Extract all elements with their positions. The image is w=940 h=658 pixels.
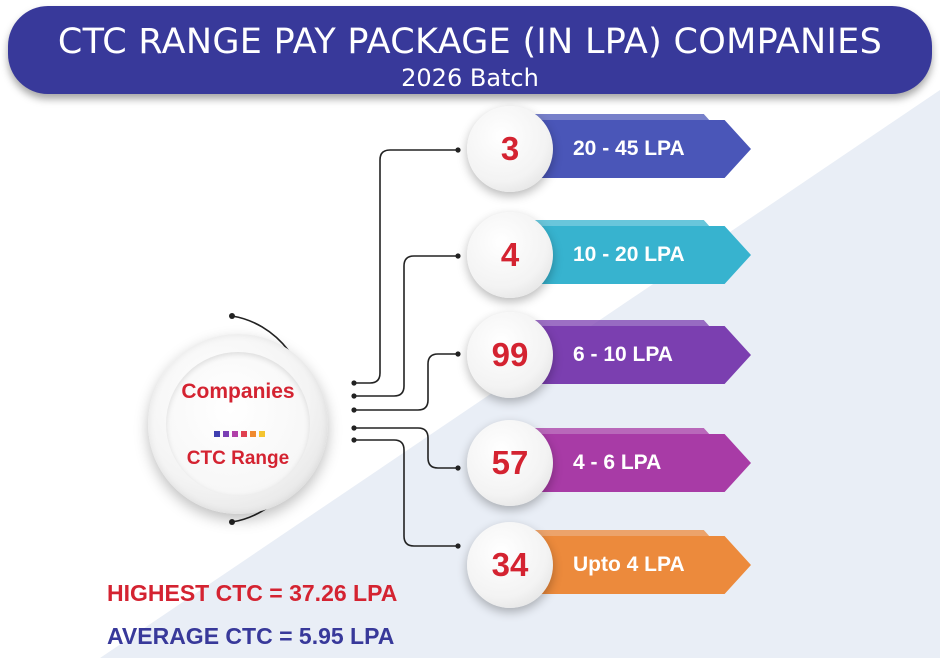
count-circle: [467, 312, 553, 398]
count-circle: [467, 212, 553, 298]
range-arrow: [531, 326, 751, 384]
range-label: Upto 4 LPA: [573, 553, 685, 576]
average-ctc-stat: AVERAGE CTC = 5.95 LPA: [107, 623, 395, 649]
range-arrow-shadow: [531, 428, 711, 436]
color-dot: [250, 431, 256, 437]
page-subtitle: 2026 Batch: [401, 64, 539, 92]
range-row-10-20: 10 - 20 LPA 4: [465, 210, 765, 302]
color-dot: [232, 431, 238, 437]
range-arrow-shadow: [531, 320, 711, 328]
count-circle: [467, 420, 553, 506]
hub-color-dots: [214, 431, 265, 437]
company-count: 4: [500, 236, 520, 273]
range-label: 10 - 20 LPA: [573, 243, 685, 266]
company-count: 3: [500, 130, 520, 167]
ctc-hub-circle: Companies CTC Range: [148, 334, 328, 514]
range-arrow-shadow: [531, 114, 711, 122]
hub-companies-label: Companies: [181, 380, 295, 403]
title-banner: CTC RANGE PAY PACKAGE (IN LPA) COMPANIES…: [8, 6, 932, 94]
company-count: 34: [491, 546, 529, 583]
color-dot: [223, 431, 229, 437]
hub-ctc-range-label: CTC Range: [186, 448, 290, 469]
company-count: 99: [491, 336, 529, 373]
highest-ctc-stat: HIGHEST CTC = 37.26 LPA: [107, 580, 398, 606]
range-label: 4 - 6 LPA: [573, 451, 662, 474]
range-arrow: [531, 536, 751, 594]
color-dot: [214, 431, 220, 437]
range-label: 6 - 10 LPA: [573, 343, 673, 366]
page-title: CTC RANGE PAY PACKAGE (IN LPA) COMPANIES: [57, 22, 883, 62]
range-arrow: [531, 434, 751, 492]
range-row-20-45: 20 - 45 LPA 3: [465, 104, 765, 196]
range-arrow-shadow: [531, 530, 711, 538]
range-label: 20 - 45 LPA: [573, 137, 685, 160]
range-arrow: [531, 120, 751, 178]
color-dot: [259, 431, 265, 437]
range-arrow-shadow: [531, 220, 711, 228]
count-circle: [467, 522, 553, 608]
count-circle: [467, 106, 553, 192]
color-dot: [241, 431, 247, 437]
company-count: 57: [491, 444, 529, 481]
range-row-4-6: 4 - 6 LPA 57: [465, 418, 765, 510]
range-arrow: [531, 226, 751, 284]
range-row-upto-4: Upto 4 LPA 34: [465, 520, 765, 612]
range-row-6-10: 6 - 10 LPA 99: [465, 310, 765, 402]
